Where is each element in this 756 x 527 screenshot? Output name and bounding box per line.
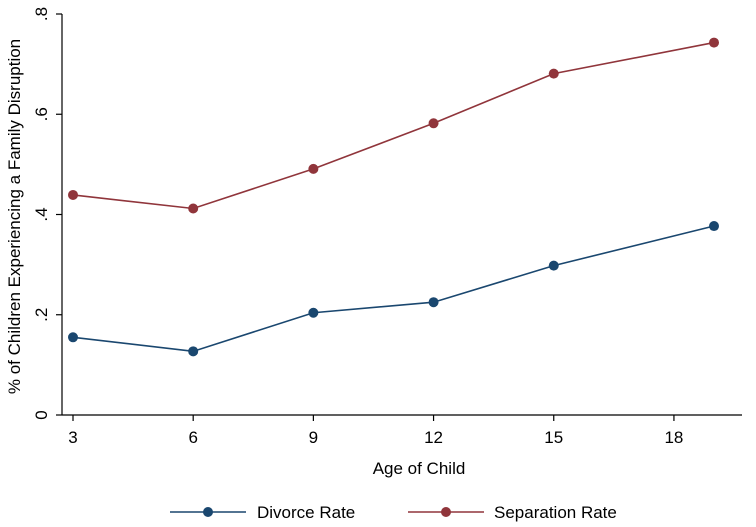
series-0-point-2 bbox=[308, 307, 319, 318]
series-line-1 bbox=[72, 41, 715, 210]
series-0-point-1 bbox=[188, 346, 199, 357]
y-axis: 0 .2 .4 .6 .8 bbox=[32, 7, 63, 420]
x-tick-label: 18 bbox=[664, 428, 683, 447]
y-tick-label: .4 bbox=[32, 207, 51, 221]
legend-marker-1 bbox=[441, 507, 451, 517]
x-tick-label: 3 bbox=[68, 428, 77, 447]
series-0-point-3 bbox=[428, 297, 439, 308]
series-1-point-5 bbox=[709, 37, 719, 48]
series-1-point-4 bbox=[548, 68, 559, 79]
legend-label-0: Divorce Rate bbox=[257, 503, 355, 522]
legend-marker-0 bbox=[203, 507, 213, 517]
x-axis-title: Age of Child bbox=[373, 459, 466, 478]
series-1-point-2 bbox=[308, 163, 319, 174]
y-tick-label: .8 bbox=[32, 7, 51, 21]
x-tick-label: 6 bbox=[188, 428, 197, 447]
series-1-point-3 bbox=[428, 118, 439, 129]
series-0-point-5 bbox=[709, 221, 719, 232]
y-tick-label: .6 bbox=[32, 107, 51, 121]
series-0-point-0 bbox=[68, 332, 78, 343]
series-line-0 bbox=[72, 225, 715, 353]
legend: Divorce Rate Separation Rate bbox=[170, 503, 617, 522]
series-0-point-4 bbox=[548, 260, 559, 271]
series-1-point-1 bbox=[188, 203, 199, 214]
x-axis: 3 6 9 12 15 18 bbox=[62, 414, 742, 447]
legend-label-1: Separation Rate bbox=[494, 503, 617, 522]
x-tick-label: 12 bbox=[424, 428, 443, 447]
x-tick-label: 9 bbox=[309, 428, 318, 447]
y-tick-label: .2 bbox=[32, 308, 51, 322]
y-axis-title: % of Children Experiencing a Family Disr… bbox=[5, 39, 24, 394]
plot-area bbox=[68, 37, 719, 357]
x-tick-label: 15 bbox=[544, 428, 563, 447]
y-tick-label: 0 bbox=[32, 410, 51, 419]
series-1-point-0 bbox=[68, 189, 78, 200]
